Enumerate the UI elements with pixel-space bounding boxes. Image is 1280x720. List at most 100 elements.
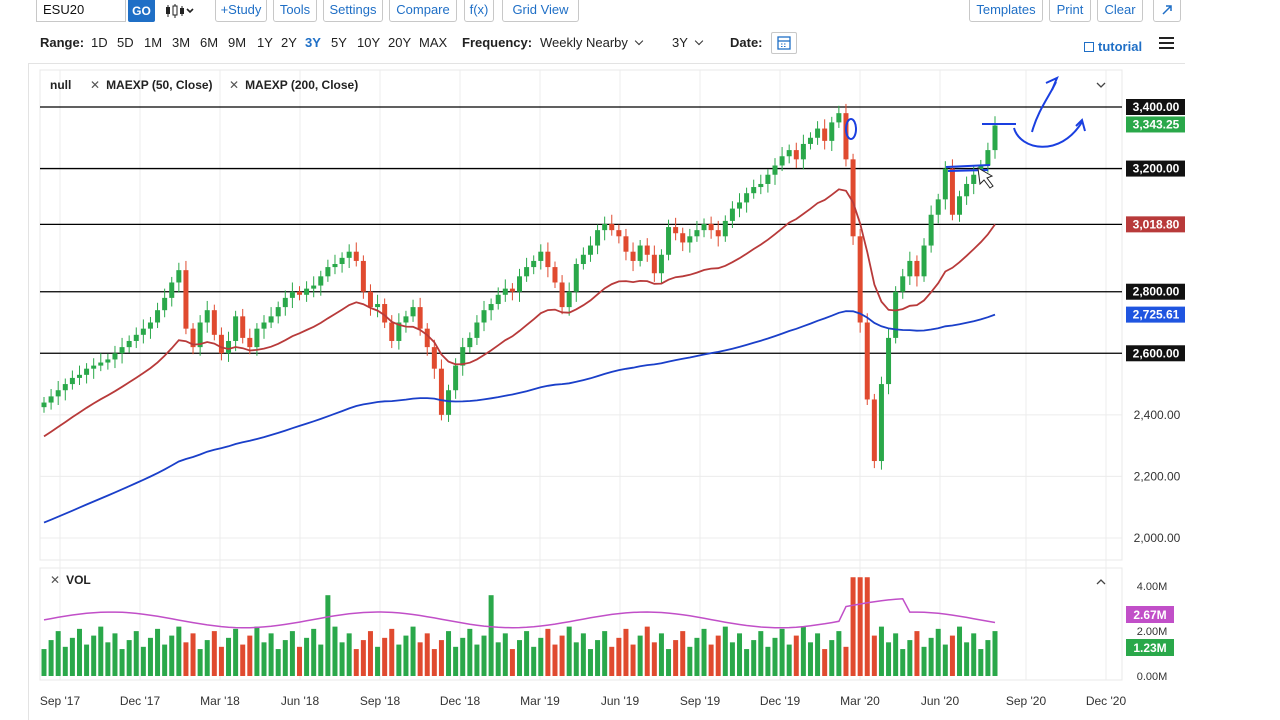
range-5d[interactable]: 5D — [117, 35, 134, 50]
x-tick-label: Jun '18 — [281, 694, 320, 708]
volume-last-tag-bg — [1126, 639, 1174, 656]
candle-body — [176, 270, 182, 283]
add-study-button[interactable]: +Study — [215, 0, 267, 22]
volume-bar — [311, 628, 317, 676]
close-icon[interactable]: ✕ — [50, 573, 61, 587]
volume-bar — [843, 646, 849, 676]
candle-body — [751, 187, 757, 194]
candle-body — [722, 220, 728, 237]
period-select[interactable]: 3Y — [672, 35, 704, 50]
menu-icon[interactable] — [1159, 37, 1174, 49]
tools-button[interactable]: Tools — [273, 0, 317, 22]
range-bar: Range: 1D 5D 1M 3M 6M 9M 1Y 2Y 3Y 5Y 10Y… — [0, 30, 1280, 56]
clear-button[interactable]: Clear — [1097, 0, 1143, 22]
range-5y[interactable]: 5Y — [331, 35, 347, 50]
candle-body — [254, 328, 260, 348]
x-tick-label: Mar '20 — [840, 694, 880, 708]
volume-avg-tag-bg — [1126, 606, 1174, 623]
symbol-input[interactable]: ESU20 — [36, 0, 126, 22]
print-button[interactable]: Print — [1049, 0, 1091, 22]
volume-bar — [658, 633, 664, 676]
range-6m[interactable]: 6M — [200, 35, 219, 50]
compare-button[interactable]: Compare — [389, 0, 457, 22]
candle-body — [325, 267, 331, 277]
candle-body — [900, 276, 906, 292]
ma200-tag: 2,725.61 — [1133, 308, 1180, 322]
range-2y[interactable]: 2Y — [281, 35, 297, 50]
chevron-up-icon[interactable] — [1096, 579, 1106, 585]
chart-type-selector[interactable] — [164, 2, 196, 20]
candle-body — [140, 328, 146, 335]
candle-body — [261, 322, 267, 329]
candle-body — [296, 291, 302, 295]
volume-bar — [69, 637, 75, 676]
volume-bar — [268, 633, 274, 676]
frequency-select[interactable]: Weekly Nearby — [540, 35, 644, 50]
candle-body — [964, 183, 970, 197]
volume-bar — [41, 649, 47, 676]
ma50-tag-bg — [1126, 216, 1185, 233]
candle-body — [829, 122, 835, 141]
popout-button[interactable] — [1153, 0, 1181, 22]
candle-body — [375, 304, 381, 308]
volume-bar — [169, 635, 175, 676]
candle-body — [69, 377, 75, 385]
volume-bar — [296, 646, 302, 676]
close-icon[interactable]: ✕ — [229, 78, 240, 92]
range-1m[interactable]: 1M — [144, 35, 163, 50]
range-3y[interactable]: 3Y — [305, 35, 321, 50]
candle-body — [914, 260, 920, 277]
volume-bar — [282, 640, 288, 676]
candles — [41, 103, 998, 470]
function-button[interactable]: f(x) — [464, 0, 494, 22]
volume-bar — [878, 626, 884, 676]
templates-button[interactable]: Templates — [969, 0, 1043, 22]
volume-bar — [644, 626, 650, 676]
candle-body — [935, 199, 941, 215]
candle-body — [126, 340, 132, 348]
volume-bar — [410, 626, 416, 676]
legend-ma200[interactable]: ✕ MAEXP (200, Close) — [229, 78, 358, 92]
legend-ma50[interactable]: ✕ MAEXP (50, Close) — [90, 78, 213, 92]
date-picker-button[interactable] — [771, 32, 797, 54]
volume-bar — [786, 644, 792, 676]
x-tick-label: Sep '19 — [680, 694, 721, 708]
range-1d[interactable]: 1D — [91, 35, 108, 50]
volume-bar — [453, 646, 459, 676]
volume-bar — [815, 633, 821, 676]
range-20y[interactable]: 20Y — [388, 35, 412, 50]
volume-bar — [389, 628, 395, 676]
candle-body — [183, 270, 189, 329]
calendar-icon — [777, 36, 791, 50]
candle-body — [694, 230, 700, 237]
candle-body — [105, 359, 111, 363]
volume-bar — [701, 628, 707, 676]
range-3m[interactable]: 3M — [172, 35, 191, 50]
volume-tick-label: 0.00M — [1137, 671, 1168, 683]
volume-panel-border — [39, 567, 1123, 681]
volume-bar — [949, 635, 955, 676]
tutorial-link[interactable]: tutorial — [1084, 39, 1142, 54]
volume-bar — [289, 631, 295, 676]
candle-body — [438, 368, 444, 415]
range-max[interactable]: MAX — [419, 35, 448, 50]
candle-body — [488, 304, 494, 311]
go-button[interactable]: GO — [128, 0, 155, 22]
volume-bar — [751, 640, 757, 676]
volume-bar — [176, 626, 182, 676]
volume-bar — [247, 635, 253, 676]
settings-button[interactable]: Settings — [323, 0, 383, 22]
candle-body — [119, 347, 125, 354]
chevron-down-icon[interactable] — [1096, 82, 1106, 88]
level-tag-2800-bg — [1126, 283, 1185, 300]
range-1y[interactable]: 1Y — [257, 35, 273, 50]
grid-view-button[interactable]: Grid View — [502, 0, 579, 22]
volume-bar — [204, 640, 210, 676]
candle-body — [190, 328, 196, 348]
volume-bar — [98, 626, 104, 676]
volume-bar — [48, 640, 54, 676]
range-10y[interactable]: 10Y — [357, 35, 381, 50]
range-9m[interactable]: 9M — [228, 35, 247, 50]
close-icon[interactable]: ✕ — [90, 78, 101, 92]
